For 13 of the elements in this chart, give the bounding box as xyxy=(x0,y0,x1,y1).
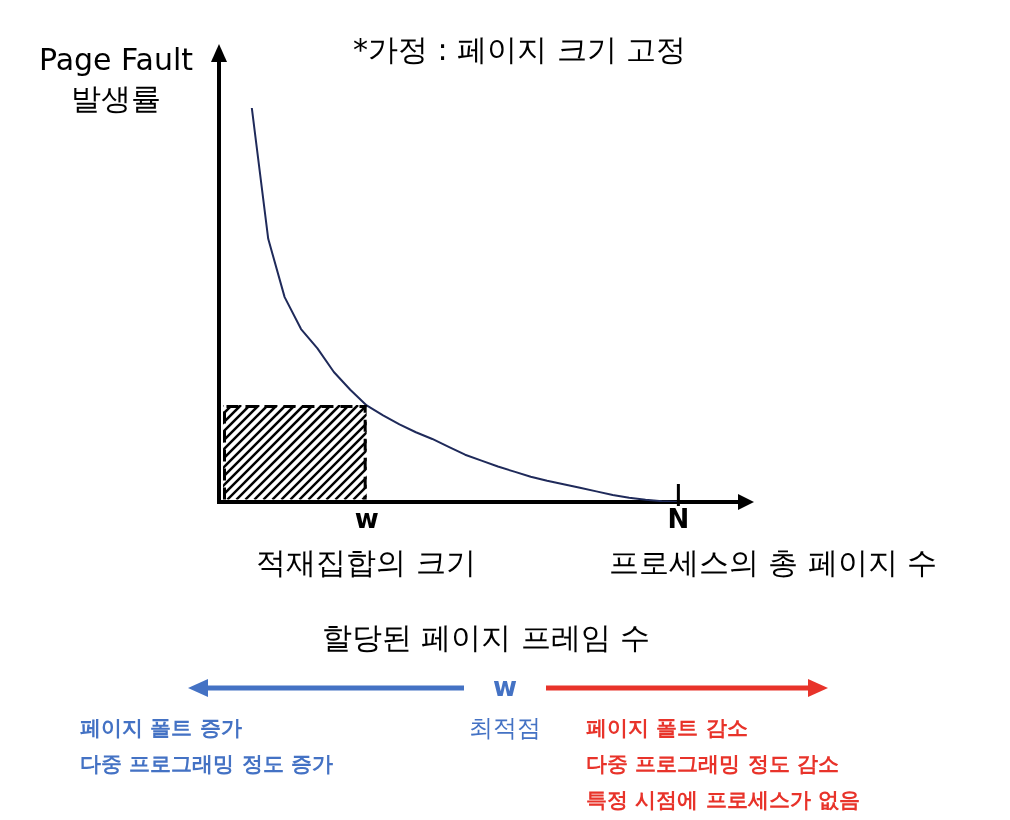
x-axis-title: 할당된 페이지 프레임 수 xyxy=(320,619,652,657)
text: 페이지 폴트 감소 xyxy=(586,715,748,742)
x-tick-label: N xyxy=(667,503,690,534)
text: 최적점 xyxy=(469,714,541,742)
text: 다중 프로그래밍 정도 감소 xyxy=(586,751,839,778)
text: w xyxy=(492,672,518,702)
text: 페이지 폴트 증가 xyxy=(80,715,242,742)
text: 적재집합의 크기 xyxy=(256,545,476,580)
y-axis-title: Page Fault 발생률 xyxy=(37,41,195,118)
text: 프로세스의 총 페이지 수 xyxy=(607,544,939,582)
text: 특정 시점에 프로세스가 없음 xyxy=(586,787,860,814)
chart-title: *가정 : 페이지 크기 고정 xyxy=(353,31,687,69)
text: 다중 프로그래밍 정도 증가 xyxy=(80,751,333,778)
